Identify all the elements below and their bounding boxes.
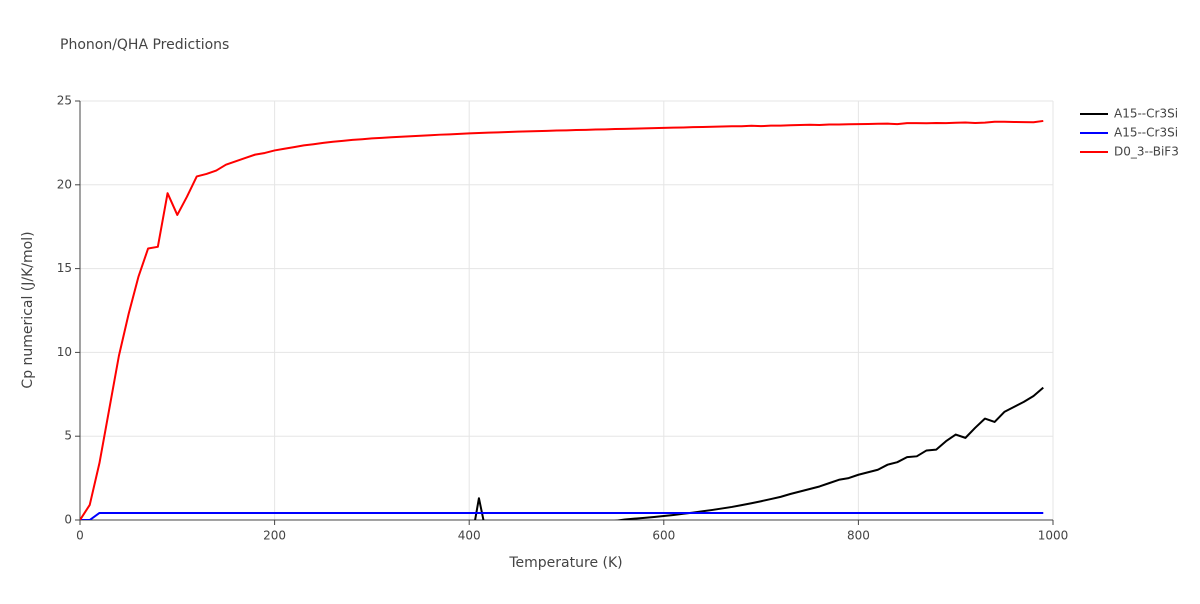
x-tick-label: 800 — [847, 529, 870, 543]
plot-area — [80, 119, 1044, 520]
x-tick-label: 0 — [76, 529, 84, 543]
y-tick-label: 5 — [64, 429, 72, 443]
y-tick-label: 10 — [57, 345, 72, 359]
y-tick-label: 20 — [57, 177, 72, 191]
y-axis-label: Cp numerical (J/K/mol) — [20, 231, 36, 388]
x-tick-label: 200 — [263, 529, 286, 543]
legend: A15--Cr3Si A15--Cr3Si D0_3--BiF3 — [1080, 107, 1179, 159]
series-line — [80, 386, 1044, 520]
x-tick-label: 600 — [652, 529, 675, 543]
y-tick-label: 15 — [57, 261, 72, 275]
series-line — [80, 119, 1044, 520]
x-tick-label: 400 — [458, 529, 481, 543]
y-tick-label: 0 — [64, 513, 72, 527]
x-axis-label: Temperature (K) — [508, 555, 622, 571]
x-tick-label: 1000 — [1038, 529, 1069, 543]
legend-label: A15--Cr3Si — [1114, 126, 1178, 140]
grid: 0 5 10 15 20 25 0 200 400 600 800 1000 — [57, 94, 1069, 543]
chart-title: Phonon/QHA Predictions — [60, 37, 229, 53]
legend-label: A15--Cr3Si — [1114, 107, 1178, 121]
legend-label: D0_3--BiF3 — [1114, 145, 1179, 159]
series-line — [80, 511, 1044, 520]
y-tick-label: 25 — [57, 94, 72, 108]
